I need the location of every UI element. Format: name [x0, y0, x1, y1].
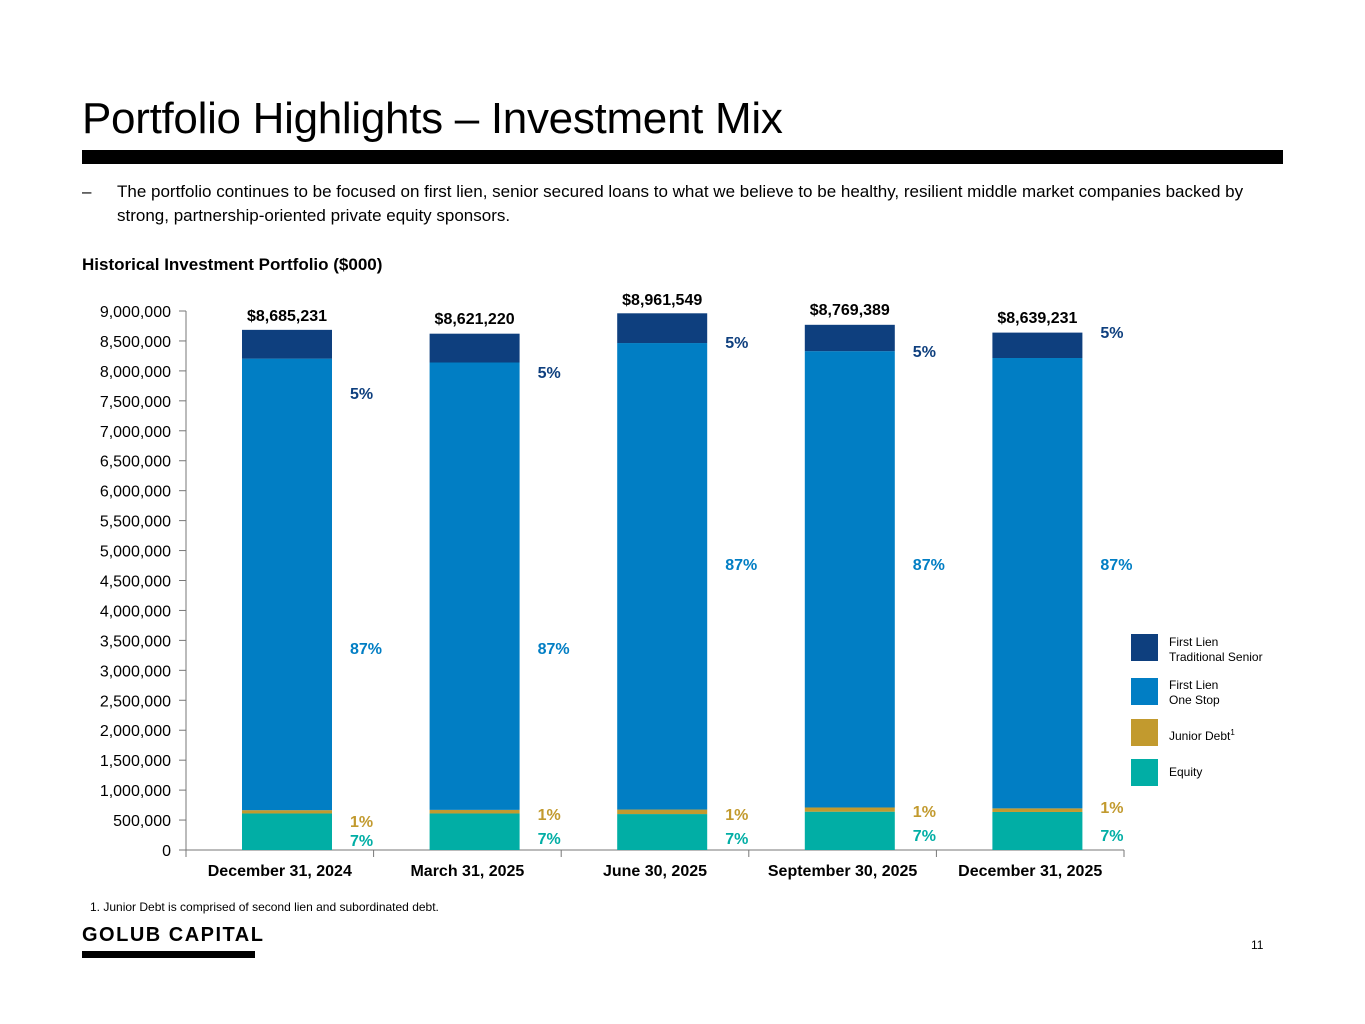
data-label-first-lien-one-stop: 87%: [913, 557, 945, 574]
bar-total-label: $8,961,549: [622, 292, 702, 309]
bar-segment-junior-debt: [617, 809, 708, 815]
bar-segment-first-lien-one-stop: [804, 351, 895, 808]
bar-segment-equity: [617, 814, 708, 850]
bar-segment-equity: [242, 813, 332, 850]
data-label-junior-debt: 1%: [1100, 800, 1123, 817]
bar-segment-equity: [429, 813, 520, 850]
y-tick-label: 3,500,000: [100, 633, 171, 650]
legend-label: First Lien One Stop: [1169, 678, 1220, 707]
x-category-label: June 30, 2025: [603, 863, 707, 880]
data-label-equity: 7%: [350, 833, 373, 850]
y-tick-label: 4,000,000: [100, 603, 171, 620]
bar-segment-junior-debt: [804, 807, 895, 812]
y-tick-label: 5,000,000: [100, 544, 171, 561]
data-label-first-lien-traditional-senior: 5%: [350, 386, 373, 403]
data-label-equity: 7%: [1100, 828, 1123, 845]
y-tick-label: 7,500,000: [100, 394, 171, 411]
x-category-label: March 31, 2025: [410, 863, 524, 880]
data-label-junior-debt: 1%: [538, 807, 561, 824]
bar-segment-first-lien-traditional-senior: [617, 313, 708, 344]
title-rule: [82, 150, 1283, 164]
data-label-first-lien-traditional-senior: 5%: [725, 335, 748, 352]
legend-label: Junior Debt1: [1169, 725, 1235, 744]
golub-capital-logo: GOLUB CAPITAL: [82, 924, 265, 946]
bar-segment-first-lien-one-stop: [242, 358, 332, 811]
bar-segment-first-lien-traditional-senior: [242, 329, 332, 359]
bar-total-label: $8,685,231: [247, 308, 327, 325]
bar-segment-first-lien-one-stop: [617, 343, 708, 810]
data-label-junior-debt: 1%: [725, 807, 748, 824]
bar-segment-equity: [804, 811, 895, 850]
legend-label: Equity: [1169, 765, 1203, 779]
y-tick-label: 7,000,000: [100, 424, 171, 441]
y-tick-label: 2,000,000: [100, 723, 171, 740]
data-label-first-lien-one-stop: 87%: [350, 641, 382, 658]
footnote: 1. Junior Debt is comprised of second li…: [90, 900, 439, 914]
legend-swatch-first-lien-traditional-senior: [1131, 634, 1158, 661]
bullet-point: – The portfolio continues to be focused …: [82, 180, 1262, 228]
y-tick-label: 0: [162, 843, 171, 860]
data-label-equity: 7%: [913, 828, 936, 845]
y-tick-label: 6,000,000: [100, 484, 171, 501]
y-tick-label: 8,000,000: [100, 364, 171, 381]
legend-label-text: Junior Debt: [1169, 729, 1231, 743]
legend-swatch-first-lien-one-stop: [1131, 678, 1158, 705]
data-label-first-lien-traditional-senior: 5%: [913, 344, 936, 361]
data-label-first-lien-traditional-senior: 5%: [538, 365, 561, 382]
y-tick-label: 5,500,000: [100, 514, 171, 531]
x-category-label: December 31, 2024: [208, 863, 352, 880]
legend-swatch-equity: [1131, 759, 1158, 786]
data-label-equity: 7%: [725, 831, 748, 848]
bar-segment-junior-debt: [429, 809, 520, 814]
bar-segment-first-lien-one-stop: [992, 358, 1083, 809]
bar-segment-first-lien-one-stop: [429, 362, 520, 810]
logo-underline: [82, 951, 255, 958]
y-tick-label: 1,000,000: [100, 783, 171, 800]
bullet-text: The portfolio continues to be focused on…: [117, 182, 1244, 225]
y-tick-label: 9,000,000: [100, 304, 171, 321]
bar-total-label: $8,769,389: [810, 302, 890, 319]
bar-segment-junior-debt: [242, 810, 332, 814]
bar-segment-first-lien-traditional-senior: [992, 332, 1083, 359]
footnote-marker: 1: [1230, 728, 1235, 737]
y-tick-label: 1,500,000: [100, 753, 171, 770]
y-tick-label: 2,500,000: [100, 693, 171, 710]
bullet-dash: –: [82, 182, 92, 201]
data-label-first-lien-one-stop: 87%: [1100, 557, 1132, 574]
x-category-label: September 30, 2025: [768, 863, 918, 880]
data-label-equity: 7%: [538, 831, 561, 848]
bar-segment-equity: [992, 811, 1083, 850]
page-number: 11: [1251, 938, 1264, 952]
y-tick-label: 4,500,000: [100, 574, 171, 591]
y-tick-label: 3,000,000: [100, 663, 171, 680]
y-tick-label: 6,500,000: [100, 454, 171, 471]
data-label-first-lien-one-stop: 87%: [725, 557, 757, 574]
page-title: Portfolio Highlights – Investment Mix: [82, 94, 783, 143]
bar-total-label: $8,639,231: [997, 310, 1077, 327]
chart-subtitle: Historical Investment Portfolio ($000): [82, 255, 383, 274]
y-tick-label: 500,000: [113, 813, 171, 830]
data-label-first-lien-traditional-senior: 5%: [1100, 325, 1123, 342]
bar-total-label: $8,621,220: [435, 311, 515, 328]
bar-segment-first-lien-traditional-senior: [804, 324, 895, 352]
legend-swatch-junior-debt: [1131, 719, 1158, 746]
data-label-junior-debt: 1%: [913, 804, 936, 821]
x-category-label: December 31, 2025: [958, 863, 1102, 880]
bar-segment-junior-debt: [992, 808, 1083, 812]
legend-label: First Lien Traditional Senior: [1169, 635, 1263, 664]
data-label-first-lien-one-stop: 87%: [538, 641, 570, 658]
bar-segment-first-lien-traditional-senior: [429, 333, 520, 363]
y-tick-label: 8,500,000: [100, 334, 171, 351]
data-label-junior-debt: 1%: [350, 814, 373, 831]
